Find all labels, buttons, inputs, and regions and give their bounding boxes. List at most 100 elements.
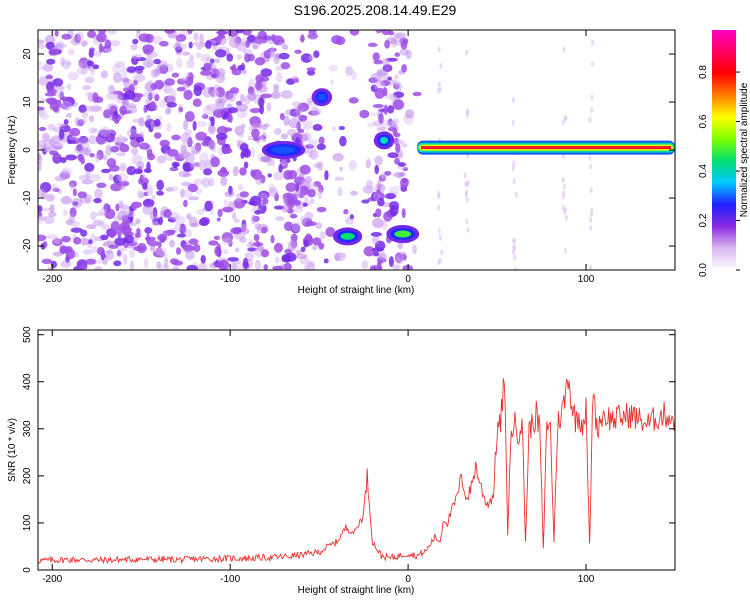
noise-blob	[215, 132, 228, 141]
noise-blob	[258, 190, 270, 200]
noise-blob	[209, 58, 215, 64]
noise-blob	[217, 259, 230, 270]
noise-blob	[131, 54, 143, 60]
noise-blob	[157, 241, 162, 248]
noise-blob	[61, 235, 71, 243]
heatmap-feature	[373, 131, 395, 150]
noise-blob	[167, 94, 177, 105]
noise-blob	[91, 245, 99, 253]
noise-blob	[137, 191, 145, 199]
noise-blob	[47, 266, 55, 270]
noise-blob	[59, 157, 67, 164]
noise-blob	[401, 143, 408, 148]
noise-blob	[191, 149, 200, 155]
noise-blob	[165, 107, 170, 115]
snr-plot-area	[38, 330, 675, 570]
noise-blob	[38, 66, 45, 71]
noise-blob	[72, 188, 77, 197]
noise-blob	[151, 194, 156, 200]
noise-blob	[38, 139, 47, 150]
noise-blob	[216, 217, 221, 222]
y-tick-label: 400	[22, 373, 33, 390]
noise-blob	[185, 249, 195, 260]
noise-blob	[173, 42, 182, 51]
noise-blob	[305, 221, 317, 227]
noise-blob	[270, 91, 281, 99]
noise-blob	[402, 167, 408, 172]
noise-blob	[108, 173, 114, 181]
noise-blob	[394, 74, 399, 80]
noise-blob	[65, 154, 77, 161]
noise-blob	[174, 215, 186, 225]
noise-blob	[132, 38, 139, 45]
colorbar-ticks: 0.0 0.2 0.4 0.6 0.8	[698, 65, 740, 277]
noise-streak	[466, 226, 470, 233]
noise-blob	[286, 207, 294, 214]
noise-blob	[339, 135, 347, 147]
noise-blob	[198, 218, 210, 227]
noise-blob	[259, 104, 265, 115]
noise-blob	[157, 233, 168, 242]
noise-blob	[147, 240, 159, 247]
noise-blob	[136, 30, 141, 34]
noise-blob	[384, 170, 392, 176]
noise-blob	[54, 175, 66, 182]
noise-blob	[240, 225, 247, 233]
noise-blob	[144, 236, 156, 241]
noise-blob	[126, 210, 136, 218]
noise-blob	[194, 142, 202, 152]
heatmap-x-axis-label: Height of straight line (km)	[298, 285, 415, 296]
noise-streak	[562, 46, 566, 53]
noise-blob	[261, 131, 267, 143]
noise-blob	[94, 266, 102, 270]
noise-blob	[223, 127, 233, 132]
noise-blob	[120, 225, 132, 236]
noise-blob	[272, 265, 284, 270]
noise-streak	[439, 62, 443, 69]
noise-blob	[165, 187, 174, 192]
noise-blob	[294, 193, 306, 198]
noise-streak	[514, 191, 518, 198]
snr-panel: -200 -100 0 100 0 100 200 300 400 500 Height of …	[7, 326, 676, 596]
noise-blob	[317, 188, 323, 200]
noise-blob	[307, 188, 316, 198]
noise-blob	[42, 63, 54, 72]
noise-blob	[220, 176, 228, 187]
noise-blob	[283, 115, 290, 126]
noise-blob	[398, 69, 405, 75]
noise-blob	[109, 145, 120, 153]
noise-blob	[251, 122, 261, 128]
noise-blob	[283, 202, 290, 212]
noise-blob	[62, 59, 71, 70]
noise-blob	[175, 51, 182, 56]
y-tick-label: 200	[22, 467, 33, 484]
noise-blob	[143, 168, 152, 174]
noise-blob	[74, 117, 80, 127]
noise-blob	[127, 243, 135, 249]
noise-blob	[78, 135, 89, 144]
noise-blob	[239, 237, 247, 244]
noise-blob	[389, 94, 398, 101]
noise-blob	[334, 252, 346, 262]
noise-blob	[67, 136, 77, 144]
noise-blob	[186, 264, 198, 270]
noise-blob	[176, 43, 188, 50]
noise-blob	[208, 124, 217, 135]
noise-blob	[135, 218, 141, 224]
noise-blob	[138, 116, 145, 127]
noise-blob	[163, 208, 172, 218]
noise-blob	[156, 179, 164, 191]
noise-blob	[205, 57, 211, 62]
noise-blob	[293, 190, 301, 197]
noise-blob	[307, 139, 319, 147]
noise-blob	[135, 136, 145, 143]
noise-blob	[98, 221, 106, 228]
noise-blob	[292, 109, 299, 119]
noise-streak	[464, 191, 468, 198]
noise-blob	[248, 125, 254, 132]
noise-blob	[74, 33, 82, 44]
noise-blob	[300, 53, 313, 63]
noise-blob	[89, 105, 102, 112]
noise-blob	[249, 108, 262, 114]
noise-blob	[125, 79, 134, 85]
